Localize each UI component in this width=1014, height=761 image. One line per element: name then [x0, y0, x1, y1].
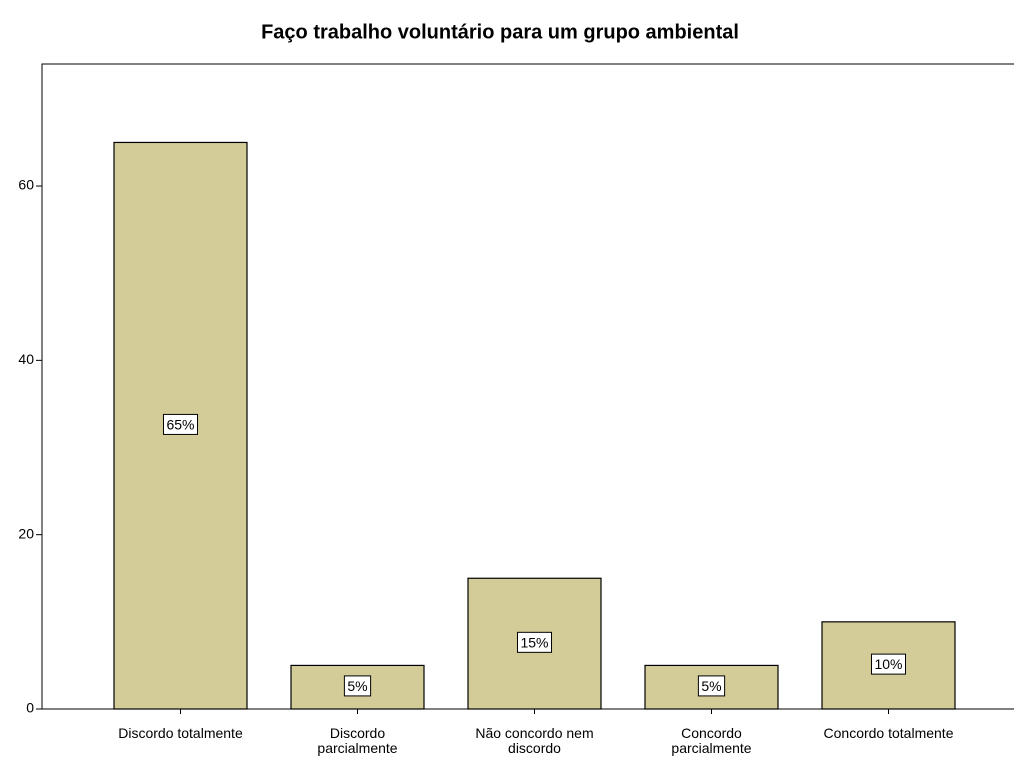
- x-tick-label: Não concordo nem discordo: [475, 725, 594, 756]
- x-tick-label: Discordo parcialmente: [317, 725, 398, 756]
- y-tick-label: 20: [18, 525, 34, 541]
- y-tick-label: 60: [18, 177, 34, 193]
- value-label-box: [870, 653, 907, 675]
- value-label: 5%: [701, 678, 721, 694]
- value-label-box: [343, 675, 372, 697]
- value-label: 10%: [874, 656, 902, 672]
- y-tick-label: 0: [26, 700, 34, 716]
- y-tick-label: 40: [18, 351, 34, 367]
- value-label-box: [697, 675, 726, 697]
- x-tick-label: Concordo totalmente: [823, 725, 954, 741]
- value-label: 15%: [520, 634, 548, 650]
- value-label-box: [516, 631, 553, 653]
- value-label: 5%: [347, 678, 367, 694]
- x-tick-label: Concordo parcialmente: [671, 725, 752, 756]
- x-tick-label: Discordo totalmente: [118, 725, 243, 741]
- chart-title: Faço trabalho voluntário para um grupo a…: [261, 21, 739, 43]
- value-label: 65%: [166, 416, 194, 432]
- value-label-box: [162, 413, 199, 435]
